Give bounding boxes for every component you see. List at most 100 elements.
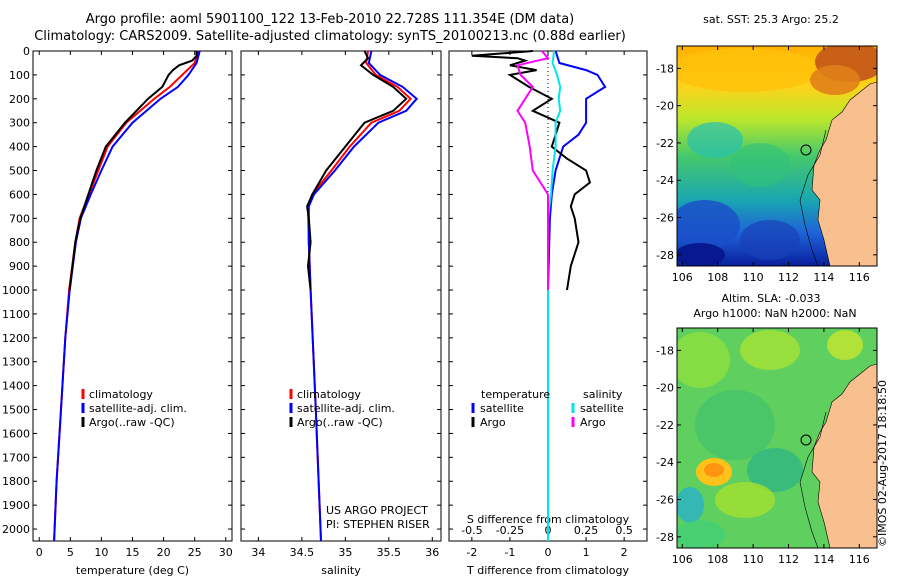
map-y-tick-label: -18 (656, 62, 674, 75)
y-tick-label: 1600 (2, 427, 30, 440)
sla-map: Altim. SLA: -0.033 Argo h1000: NaN h2000… (656, 292, 878, 566)
y-tick-label: 800 (9, 236, 30, 249)
map-y-tick-label: -28 (656, 249, 674, 262)
map-y-tick-label: -20 (656, 382, 674, 395)
x2-tick-label: 0.5 (615, 524, 633, 537)
x2-tick-label: -0.25 (496, 524, 524, 537)
annotation: PI: STEPHEN RISER (326, 518, 430, 531)
figure-title-line1: Argo profile: aoml 5901100_122 13-Feb-20… (85, 12, 575, 27)
x-tick-label: 34.5 (290, 546, 315, 559)
y-tick-label: 700 (9, 212, 30, 225)
legend-label: climatology (297, 388, 361, 401)
x-tick-label: 0 (545, 546, 552, 559)
y-tick-label: 0 (23, 45, 30, 58)
legend-header-salinity: salinity (583, 388, 623, 401)
map-x-tick-label: 114 (813, 553, 834, 566)
salinity-frame (240, 50, 442, 542)
y-tick-label: 300 (9, 117, 30, 130)
y-tick-label: 1700 (2, 451, 30, 464)
map-y-tick-label: -26 (656, 494, 674, 507)
map-y-tick-label: -22 (656, 137, 674, 150)
y-tick-label: 1100 (2, 308, 30, 321)
x-tick-label: 34 (251, 546, 265, 559)
map-x-tick-label: 112 (778, 553, 799, 566)
series-line-argo---raw--qc- (68, 51, 198, 291)
legend-label: Argo (480, 416, 506, 429)
legend-label: satellite (480, 402, 524, 415)
y-tick-label: 1500 (2, 404, 30, 417)
legend-label: Argo (580, 416, 606, 429)
x-tick-label: 5 (67, 546, 74, 559)
y-tick-label: 500 (9, 165, 30, 178)
x-axis-label: T difference from climatology (466, 564, 629, 577)
x-tick-label: 30 (219, 546, 233, 559)
x-tick-label: 1 (583, 546, 590, 559)
y-tick-label: 1300 (2, 356, 30, 369)
x-tick-label: 35.5 (377, 546, 402, 559)
x-axis-label: temperature (deg C) (76, 564, 189, 577)
legend-label: satellite (580, 402, 624, 415)
map-y-tick-label: -18 (656, 344, 674, 357)
series-line-argo (471, 50, 592, 291)
y-tick-label: 1800 (2, 475, 30, 488)
annotation: US ARGO PROJECT (326, 504, 428, 517)
x-tick-label: -1 (504, 546, 515, 559)
x-tick-label: 2 (621, 546, 628, 559)
map-x-tick-label: 108 (707, 271, 728, 284)
map-x-tick-label: 106 (672, 271, 693, 284)
sla-map-title-line1: Altim. SLA: -0.033 (721, 292, 820, 305)
x-tick-label: -2 (466, 546, 477, 559)
y-tick-label: 2000 (2, 523, 30, 536)
sla-float-marker (800, 434, 812, 446)
x2-tick-label: -0.5 (461, 524, 482, 537)
figure-title-line2: Climatology: CARS2009. Satellite-adjuste… (34, 29, 626, 44)
map-y-tick-label: -28 (656, 531, 674, 544)
series-line-argo---raw--qc- (306, 50, 408, 291)
legend-label: climatology (89, 388, 153, 401)
legend-label: satellite-adj. clim. (89, 402, 187, 415)
sst-map-title: sat. SST: 25.3 Argo: 25.2 (703, 13, 839, 26)
series-line-argo (516, 50, 550, 290)
x-tick-label: 35 (338, 546, 352, 559)
legend-label: satellite-adj. clim. (297, 402, 395, 415)
y-tick-label: 1900 (2, 499, 30, 512)
legend-label: Argo(..raw -QC) (89, 416, 175, 429)
x-tick-label: 15 (126, 546, 140, 559)
legend-header-temperature: temperature (481, 388, 550, 401)
salinity-panel: 34 34.5 35 35.5 36 salinity climatologysatelli… (240, 50, 442, 577)
series-line-satellite-adj--clim- (307, 50, 419, 542)
x2-tick-label: 0.25 (574, 524, 599, 537)
y-tick-label: 600 (9, 188, 30, 201)
map-y-tick-label: -22 (656, 419, 674, 432)
map-x-tick-label: 108 (707, 553, 728, 566)
map-y-tick-label: -24 (656, 456, 674, 469)
x-tick-label: 25 (188, 546, 202, 559)
map-x-tick-label: 110 (743, 271, 764, 284)
temperature-panel: 0 100 200 300 400 500 600 700 800 900 1000 1100 1200… (2, 45, 233, 577)
y-tick-label: 400 (9, 141, 30, 154)
map-x-tick-label: 106 (672, 553, 693, 566)
map-x-tick-label: 110 (743, 553, 764, 566)
y-tick-label: 100 (9, 69, 30, 82)
map-y-tick-label: -26 (656, 212, 674, 225)
y-tick-label: 1200 (2, 332, 30, 345)
sst-map: sat. SST: 25.3 Argo: 25.2 106 108 110 112 11… (656, 13, 878, 284)
x-tick-label: 20 (157, 546, 171, 559)
map-x-tick-label: 112 (778, 271, 799, 284)
series-line-satellite-adj--clim- (53, 50, 201, 542)
map-x-tick-label: 116 (849, 271, 870, 284)
temperature-frame (32, 50, 233, 542)
map-y-tick-label: -20 (656, 100, 674, 113)
sst-float-marker (800, 144, 812, 156)
y-tick-label: 900 (9, 260, 30, 273)
legend-label: Argo(..raw -QC) (297, 416, 383, 429)
x-axis-label: salinity (321, 564, 361, 577)
x-tick-label: 10 (94, 546, 108, 559)
x-tick-label: 36 (425, 546, 439, 559)
difference-panel: -2 -1 0 1 2 T difference from climatology -0.5… (448, 50, 648, 577)
y-tick-label: 1400 (2, 380, 30, 393)
y-tick-label: 1000 (2, 284, 30, 297)
sla-map-title-line2: Argo h1000: NaN h2000: NaN (693, 307, 856, 320)
y-tick-label: 200 (9, 93, 30, 106)
